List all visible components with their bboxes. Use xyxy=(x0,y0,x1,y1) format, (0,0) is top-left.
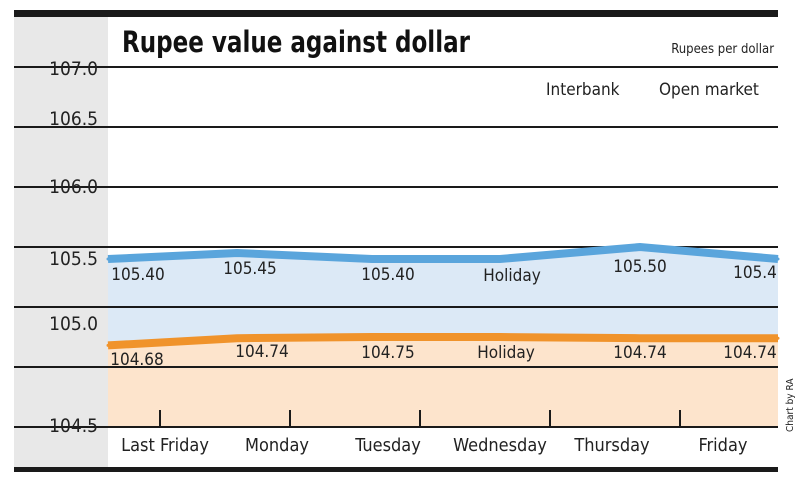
data-label: 105.40 xyxy=(111,265,165,285)
data-point xyxy=(235,336,239,340)
data-label: 104.68 xyxy=(110,350,164,370)
data-label: Holiday xyxy=(483,266,541,286)
legend-open-market: Open market xyxy=(659,80,759,100)
data-label: 105.50 xyxy=(613,257,667,277)
credit: Chart by RA xyxy=(785,378,796,432)
data-point xyxy=(235,251,239,255)
data-label: Holiday xyxy=(477,343,535,363)
y-tick-label: 104.5 xyxy=(49,415,98,437)
data-point xyxy=(106,257,110,261)
data-point xyxy=(776,336,780,340)
x-tick-label: Monday xyxy=(245,435,309,456)
data-label: 105.4 xyxy=(733,263,777,283)
y-tick-label: 106.5 xyxy=(49,108,98,130)
x-tick-label: Wednesday xyxy=(453,435,547,456)
open-market-line xyxy=(107,333,778,350)
x-tick-label: Tuesday xyxy=(354,435,421,456)
data-point xyxy=(106,343,110,347)
y-tick-label: 105.5 xyxy=(49,248,98,270)
x-tick-label: Thursday xyxy=(573,435,650,456)
y-tick-label: 105.0 xyxy=(49,313,98,335)
y-axis-panel xyxy=(14,14,108,470)
data-point xyxy=(370,257,374,261)
y-tick-label: 106.0 xyxy=(49,176,98,198)
data-point xyxy=(638,245,642,249)
data-label: 105.40 xyxy=(361,265,415,285)
x-tick-label: Last Friday xyxy=(121,435,209,456)
data-label: 104.75 xyxy=(361,343,415,363)
interbank-line xyxy=(107,242,779,263)
data-label: 104.74 xyxy=(723,343,777,363)
open-market-area xyxy=(108,337,778,427)
interbank-area xyxy=(108,247,778,346)
data-label: 104.74 xyxy=(613,343,667,363)
top-border xyxy=(14,10,778,17)
legend-interbank: Interbank xyxy=(546,80,620,100)
data-point xyxy=(776,257,780,261)
unit-label: Rupees per dollar xyxy=(671,42,774,57)
data-label: 104.74 xyxy=(235,342,289,362)
chart-title: Rupee value against dollar xyxy=(122,25,470,59)
bottom-border xyxy=(14,467,778,472)
data-point xyxy=(638,336,642,340)
data-point xyxy=(370,335,374,339)
data-label: 105.45 xyxy=(223,259,277,279)
y-tick-label: 107.0 xyxy=(49,58,98,80)
x-tick-label: Friday xyxy=(699,435,748,456)
